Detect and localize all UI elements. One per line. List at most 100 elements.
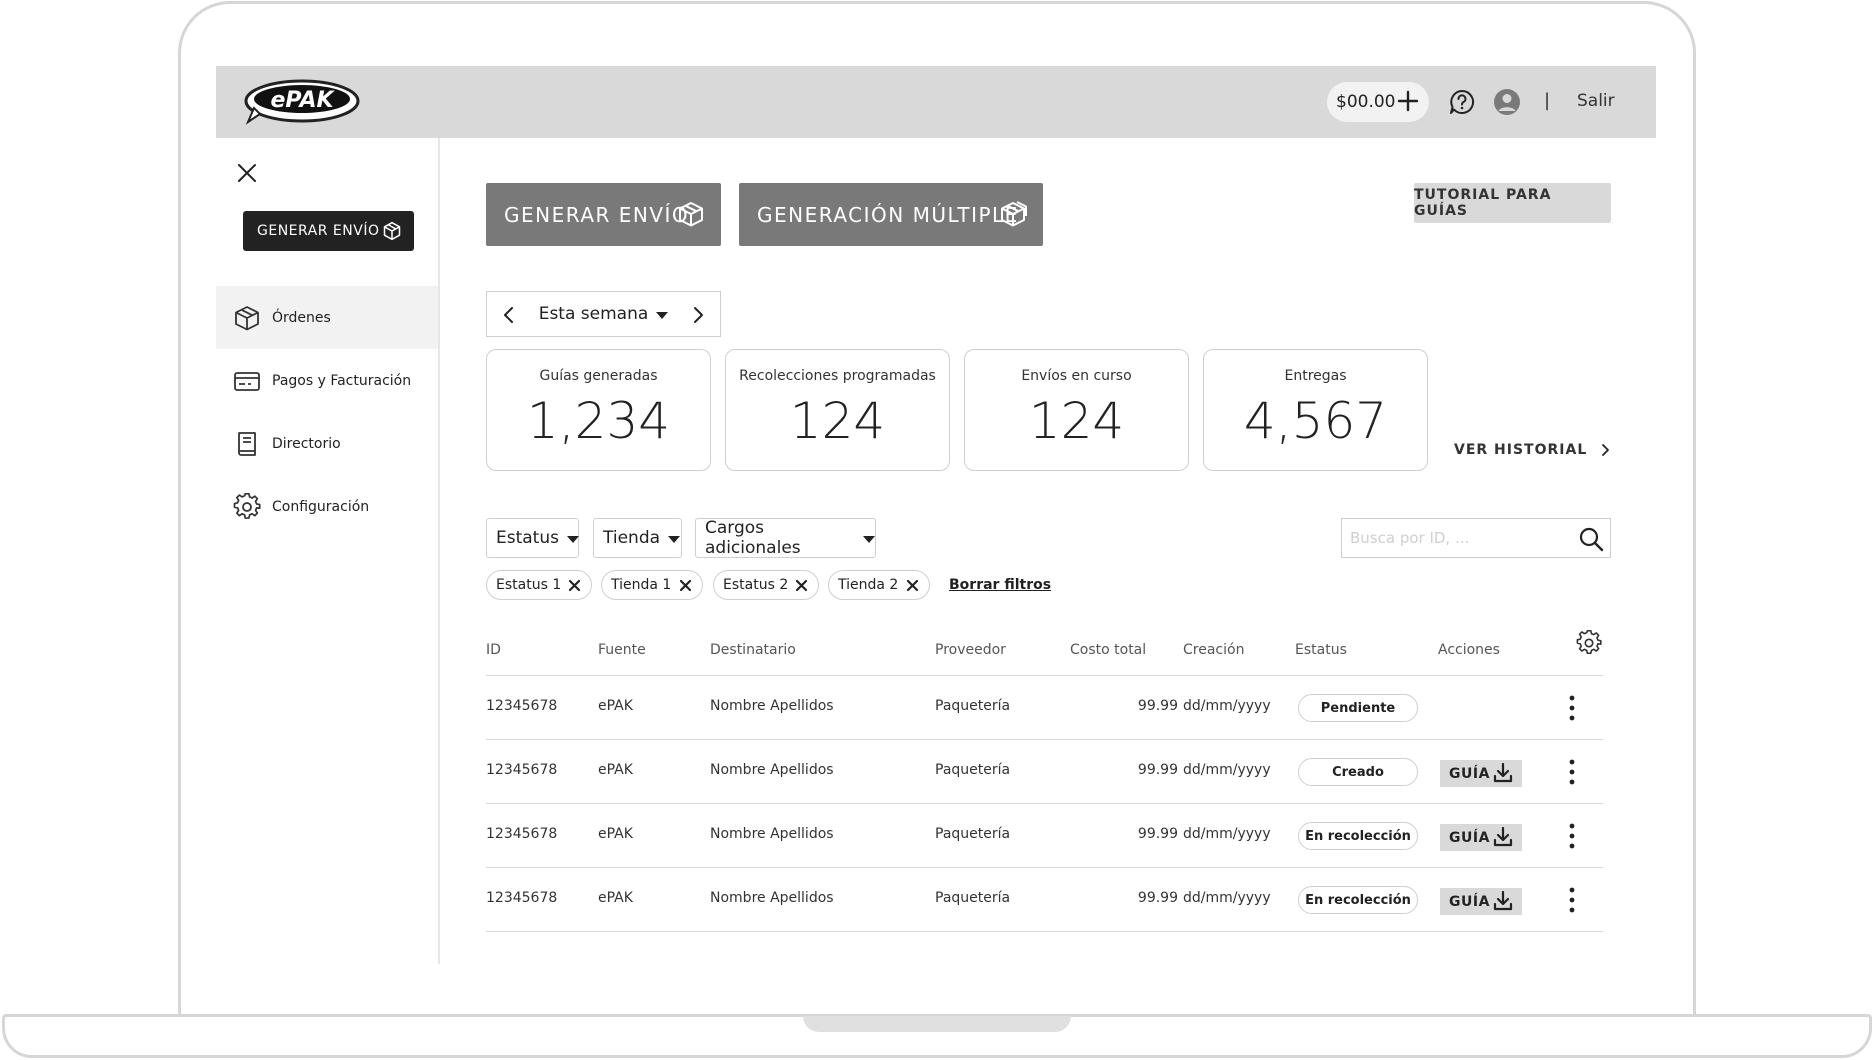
cell-source: ePAK: [598, 762, 633, 778]
search-box: [1341, 518, 1611, 558]
cell-provider: Paquetería: [935, 762, 1011, 778]
sidebar-item-label: Directorio: [272, 435, 341, 452]
more-options-icon[interactable]: [1567, 886, 1577, 914]
stat-value: 4,567: [1243, 392, 1388, 450]
sidebar-item-payments[interactable]: Pagos y Facturación: [216, 349, 438, 412]
more-options-icon[interactable]: [1567, 758, 1577, 786]
stat-card-pickups: Recolecciones programadas 124: [725, 349, 950, 471]
column-header[interactable]: Proveedor: [935, 642, 1006, 658]
more-options-icon[interactable]: [1567, 694, 1577, 722]
column-header[interactable]: Estatus: [1295, 642, 1347, 658]
search-input[interactable]: [1350, 520, 1570, 556]
guide-label: GUÍA: [1449, 893, 1490, 910]
column-header[interactable]: Fuente: [598, 642, 646, 658]
balance-pill[interactable]: $00.00: [1327, 82, 1429, 122]
stat-label: Guías generadas: [539, 368, 658, 384]
remove-chip-icon[interactable]: [568, 579, 581, 592]
app-screen: ePAK $00.00 | Salir GENERAR ENVÍO: [216, 66, 1656, 964]
guide-label: GUÍA: [1449, 829, 1490, 846]
store-filter-label: Tienda: [603, 528, 661, 548]
cell-provider: Paquetería: [935, 890, 1011, 906]
week-selector[interactable]: Esta semana: [486, 291, 721, 337]
table-row[interactable]: 12345678 ePAK Nombre Apellidos Paqueterí…: [486, 803, 1603, 867]
logout-link[interactable]: Salir: [1577, 91, 1615, 111]
table-row-partial[interactable]: [486, 931, 1603, 964]
download-guide-button[interactable]: GUÍA: [1440, 824, 1522, 851]
book-icon: [238, 432, 256, 456]
cell-provider: Paquetería: [935, 826, 1011, 842]
caret-down-icon: [863, 535, 875, 543]
multiple-generation-label: GENERACIÓN MÚLTIPLE: [757, 202, 1019, 227]
tutorial-guides-button[interactable]: TUTORIAL PARA GUÍAS: [1414, 183, 1611, 223]
cell-recipient: Nombre Apellidos: [710, 762, 834, 778]
sidebar-item-label: Configuración: [272, 498, 370, 515]
table-row[interactable]: 12345678 ePAK Nombre Apellidos Paqueterí…: [486, 867, 1603, 931]
svg-text:ePAK: ePAK: [270, 88, 335, 113]
table-row[interactable]: 12345678 ePAK Nombre Apellidos Paqueterí…: [486, 675, 1603, 739]
sidebar-item-directory[interactable]: Directorio: [216, 412, 438, 475]
status-filter-dropdown[interactable]: Estatus: [486, 518, 579, 558]
stat-card-guides: Guías generadas 1,234: [486, 349, 711, 471]
status-badge: Pendiente: [1298, 694, 1418, 722]
cell-id: 12345678: [486, 890, 558, 906]
status-badge: Creado: [1298, 758, 1418, 786]
generate-shipment-button[interactable]: GENERAR ENVÍO: [486, 183, 721, 246]
cell-source: ePAK: [598, 890, 633, 906]
search-icon[interactable]: [1578, 526, 1604, 552]
charges-filter-label: Cargos adicionales: [705, 518, 801, 558]
sidebar-generate-shipment-button[interactable]: GENERAR ENVÍO: [243, 211, 414, 251]
boxes-icon: [1001, 201, 1027, 227]
filter-chip: Estatus 1: [486, 570, 592, 600]
store-filter-dropdown[interactable]: Tienda: [593, 518, 682, 558]
download-guide-button[interactable]: GUÍA: [1440, 760, 1522, 787]
cell-recipient: Nombre Apellidos: [710, 698, 834, 714]
stat-card-deliveries: Entregas 4,567: [1203, 349, 1428, 471]
status-badge: En recolección: [1298, 886, 1418, 914]
epak-logo[interactable]: ePAK: [242, 78, 360, 126]
chip-label: Estatus 1: [496, 577, 562, 593]
stat-value: 124: [1028, 392, 1125, 450]
cell-cost: 99.99: [1137, 762, 1178, 778]
cell-date: dd/mm/yyyy: [1183, 890, 1271, 906]
table-row[interactable]: 12345678 ePAK Nombre Apellidos Paqueterí…: [486, 739, 1603, 803]
close-icon[interactable]: [236, 162, 258, 184]
column-header[interactable]: Costo total: [1070, 642, 1147, 658]
cell-cost: 99.99: [1137, 890, 1178, 906]
plus-icon[interactable]: [1395, 88, 1421, 114]
cell-id: 12345678: [486, 762, 558, 778]
help-chat-icon[interactable]: [1447, 87, 1477, 117]
filter-chip: Tienda 1: [601, 570, 703, 600]
box-icon: [383, 221, 401, 241]
remove-chip-icon[interactable]: [906, 579, 919, 592]
chip-label: Tienda 1: [611, 577, 672, 593]
view-history-link[interactable]: VER HISTORIAL: [1454, 442, 1613, 458]
gear-icon: [233, 493, 261, 519]
download-guide-button[interactable]: GUÍA: [1440, 888, 1522, 915]
cell-cost: 99.99: [1137, 826, 1178, 842]
status-filter-label: Estatus: [496, 528, 559, 548]
cell-id: 12345678: [486, 698, 558, 714]
download-icon: [1493, 826, 1513, 847]
sidebar-item-settings[interactable]: Configuración: [216, 475, 438, 538]
sidebar-item-label: Órdenes: [272, 309, 331, 326]
column-header[interactable]: Acciones: [1438, 642, 1500, 658]
clear-filters-link[interactable]: Borrar filtros: [949, 577, 1052, 593]
user-avatar-icon[interactable]: [1492, 87, 1522, 117]
cell-source: ePAK: [598, 698, 633, 714]
chevron-right-icon[interactable]: [688, 305, 708, 325]
column-header[interactable]: ID: [486, 642, 501, 658]
chevron-left-icon[interactable]: [499, 305, 519, 325]
table-settings-gear-icon[interactable]: [1576, 630, 1602, 656]
multiple-generation-button[interactable]: GENERACIÓN MÚLTIPLE: [739, 183, 1043, 246]
column-header[interactable]: Destinatario: [710, 642, 796, 658]
download-icon: [1493, 762, 1513, 783]
cell-date: dd/mm/yyyy: [1183, 826, 1271, 842]
charges-filter-dropdown[interactable]: Cargos adicionales: [695, 518, 876, 558]
more-options-icon[interactable]: [1567, 822, 1577, 850]
remove-chip-icon[interactable]: [795, 579, 808, 592]
column-header[interactable]: Creación: [1183, 642, 1245, 658]
sidebar-item-orders[interactable]: Órdenes: [216, 286, 438, 349]
sidebar: GENERAR ENVÍO Órdenes Pagos y Facturació…: [216, 138, 440, 964]
remove-chip-icon[interactable]: [679, 579, 692, 592]
cell-provider: Paquetería: [935, 698, 1011, 714]
